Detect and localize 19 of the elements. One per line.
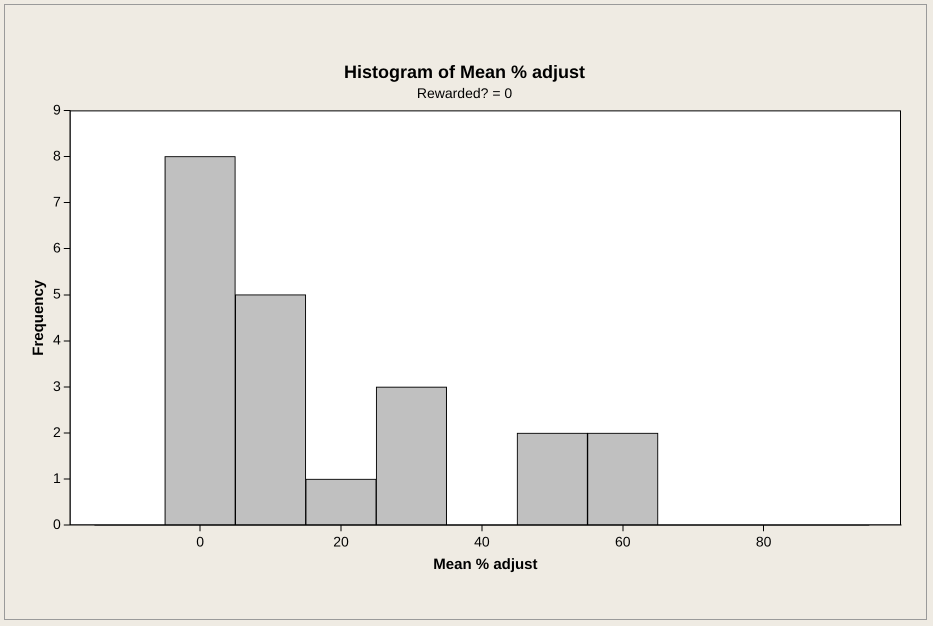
y-tick-label: 5 (52, 286, 61, 302)
y-axis-title: Frequency (30, 279, 48, 356)
y-tick-label: 3 (52, 378, 61, 394)
chart-subtitle: Rewarded? = 0 (416, 84, 512, 101)
x-tick-label: 60 (614, 533, 631, 550)
y-tick-label: 6 (52, 240, 61, 256)
y-tick-label: 9 (52, 101, 61, 118)
y-tick-label: 7 (52, 193, 61, 210)
y-tick-label: 4 (52, 332, 61, 348)
x-tick-label: 80 (756, 533, 772, 550)
y-tick-label: 2 (52, 424, 61, 440)
y-tick-label: 1 (52, 470, 61, 486)
y-tick-label: 0 (52, 516, 61, 532)
x-tick-label: 0 (196, 533, 204, 550)
chart-title: Histogram of Mean % adjust (344, 62, 586, 82)
x-axis-title: Mean % adjust (433, 556, 538, 574)
y-tick-label: 8 (52, 147, 61, 164)
x-tick-label: 20 (333, 533, 349, 550)
x-tick-label: 40 (474, 533, 490, 550)
